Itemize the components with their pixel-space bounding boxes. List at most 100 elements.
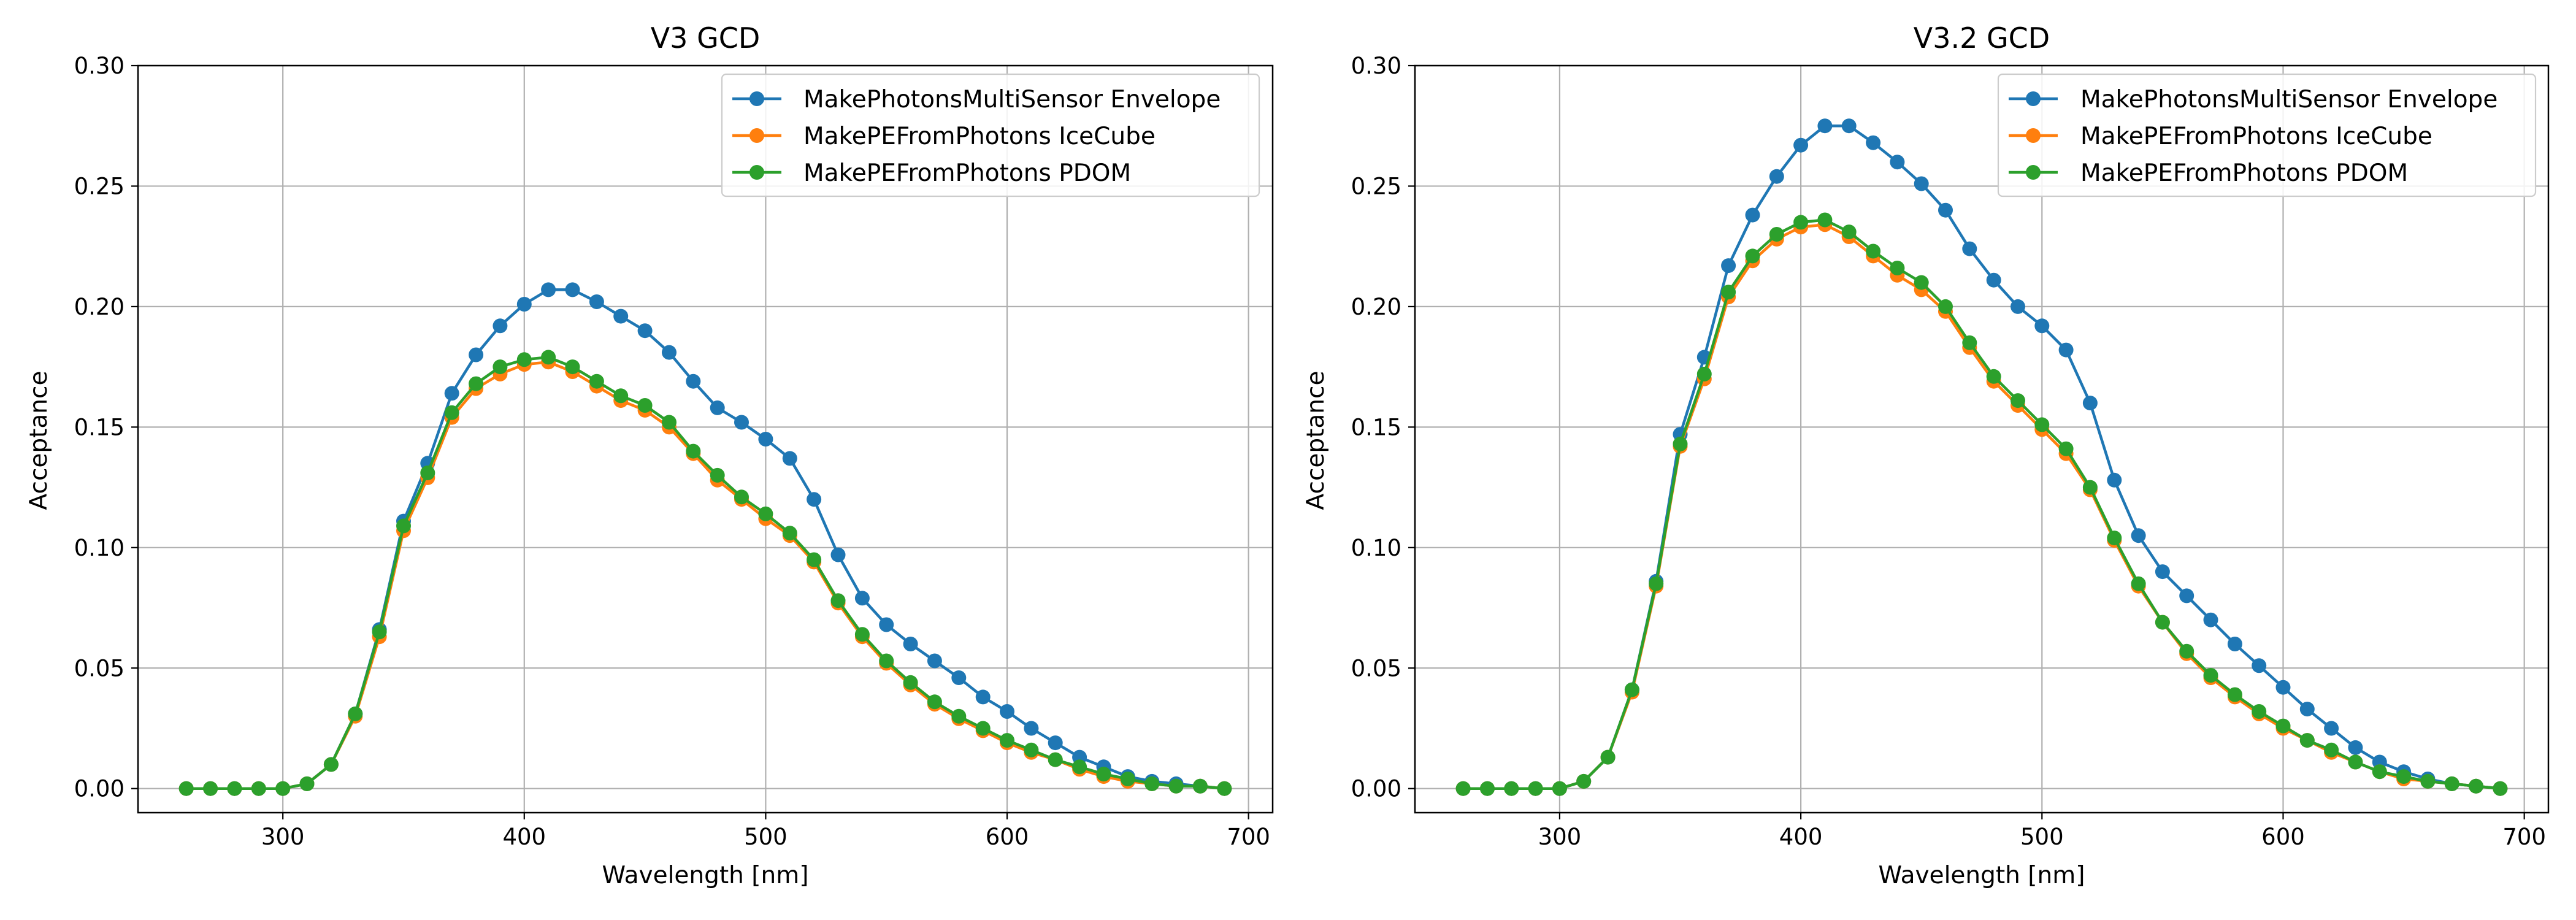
data-point bbox=[1552, 781, 1567, 796]
data-point bbox=[637, 398, 653, 413]
data-point bbox=[1793, 137, 1809, 153]
x-tick-label: 600 bbox=[986, 824, 1029, 850]
data-point bbox=[2444, 776, 2459, 791]
data-point bbox=[1455, 781, 1471, 796]
data-point bbox=[1914, 176, 1929, 191]
data-point bbox=[830, 547, 846, 562]
data-point bbox=[2082, 480, 2098, 495]
data-point bbox=[1144, 776, 1160, 791]
data-point bbox=[2107, 472, 2122, 488]
data-point bbox=[2179, 588, 2195, 604]
data-point bbox=[2348, 754, 2363, 770]
data-point bbox=[1817, 212, 1833, 228]
data-point bbox=[2058, 441, 2074, 456]
legend bbox=[1997, 73, 2537, 197]
legend-label: MakePEFromPhotons PDOM bbox=[803, 159, 1131, 187]
data-point bbox=[951, 708, 967, 724]
data-point bbox=[444, 405, 459, 420]
data-point bbox=[782, 526, 797, 541]
data-point bbox=[2396, 769, 2412, 784]
data-point bbox=[758, 506, 773, 521]
data-point bbox=[1096, 767, 1111, 782]
legend-label: MakePEFromPhotons PDOM bbox=[2080, 159, 2408, 187]
data-point bbox=[662, 415, 677, 430]
data-point bbox=[807, 492, 822, 507]
data-point bbox=[1576, 773, 1592, 789]
y-axis-label: Acceptance bbox=[25, 371, 53, 510]
data-point bbox=[613, 388, 629, 404]
data-point bbox=[734, 489, 749, 505]
data-point bbox=[2107, 531, 2122, 546]
legend-label: MakePhotonsMultiSensor Envelope bbox=[2080, 86, 2497, 113]
y-tick-label: 0.20 bbox=[74, 294, 125, 320]
plot-frame bbox=[137, 64, 1274, 814]
x-tick-label: 700 bbox=[1227, 824, 1270, 850]
data-point bbox=[2011, 299, 2025, 314]
data-point bbox=[1890, 261, 1905, 275]
data-point bbox=[1000, 733, 1014, 748]
legend-marker-swatch bbox=[2026, 128, 2041, 143]
data-point bbox=[2227, 687, 2242, 702]
y-tick-label: 0.05 bbox=[1351, 655, 1401, 681]
data-point bbox=[1000, 704, 1014, 719]
data-point bbox=[807, 552, 822, 567]
legend-label: MakePhotonsMultiSensor Envelope bbox=[803, 86, 1221, 113]
chart-title: V3 GCD bbox=[651, 21, 761, 55]
x-axis-label: Wavelength [nm] bbox=[1879, 862, 2085, 889]
series-group bbox=[178, 282, 1232, 796]
data-point bbox=[1745, 207, 1760, 223]
data-point bbox=[1866, 135, 1881, 150]
data-point bbox=[2324, 721, 2339, 736]
chart-panel-v3: V3 GCD Wavelength [nm] Acceptance 300 400… bbox=[25, 21, 1274, 889]
data-point bbox=[2034, 417, 2050, 432]
x-tick-label: 400 bbox=[502, 824, 546, 850]
series-pdom bbox=[1455, 212, 2508, 796]
data-point bbox=[710, 400, 725, 415]
data-point bbox=[662, 345, 677, 360]
data-point bbox=[927, 694, 942, 710]
data-point bbox=[1769, 227, 1784, 242]
legend-marker-swatch bbox=[749, 91, 764, 106]
data-point bbox=[2131, 576, 2146, 591]
data-point bbox=[2252, 658, 2267, 673]
data-point bbox=[2372, 764, 2387, 780]
data-point bbox=[854, 591, 870, 606]
data-point bbox=[565, 282, 580, 297]
data-point bbox=[1938, 299, 1953, 314]
y-tick-label: 0.25 bbox=[74, 173, 125, 199]
data-point bbox=[1048, 735, 1063, 751]
legend-marker-swatch bbox=[749, 165, 764, 180]
data-point bbox=[275, 781, 291, 796]
data-point bbox=[469, 376, 484, 391]
data-point bbox=[758, 432, 773, 447]
data-point bbox=[2179, 643, 2195, 659]
data-point bbox=[1986, 272, 2001, 288]
x-tick-label: 700 bbox=[2502, 824, 2546, 850]
data-point bbox=[782, 451, 797, 466]
data-point bbox=[2493, 781, 2508, 796]
y-tick-label: 0.15 bbox=[74, 414, 125, 440]
x-axis-label: Wavelength [nm] bbox=[602, 862, 809, 889]
data-point bbox=[854, 627, 870, 642]
data-point bbox=[2227, 637, 2242, 651]
legend-marker-swatch bbox=[2026, 165, 2041, 180]
data-point bbox=[2011, 393, 2025, 408]
data-point bbox=[1914, 275, 1929, 290]
data-point bbox=[2469, 778, 2483, 794]
data-point bbox=[1841, 224, 1857, 240]
data-point bbox=[903, 637, 918, 651]
data-point bbox=[1986, 369, 2001, 384]
data-point bbox=[541, 350, 556, 365]
data-point bbox=[299, 776, 315, 791]
x-tick-label: 300 bbox=[261, 824, 305, 850]
y-tick-label: 0.30 bbox=[1351, 53, 1401, 79]
y-tick-label: 0.05 bbox=[74, 655, 125, 681]
data-point bbox=[203, 781, 218, 796]
data-point bbox=[1866, 243, 1881, 259]
data-point bbox=[686, 374, 701, 389]
data-point bbox=[1192, 778, 1208, 794]
data-point bbox=[1817, 118, 1833, 134]
x-tick-label: 600 bbox=[2261, 824, 2305, 850]
data-point bbox=[1721, 258, 1736, 274]
y-tick-label: 0.25 bbox=[1351, 173, 1401, 199]
